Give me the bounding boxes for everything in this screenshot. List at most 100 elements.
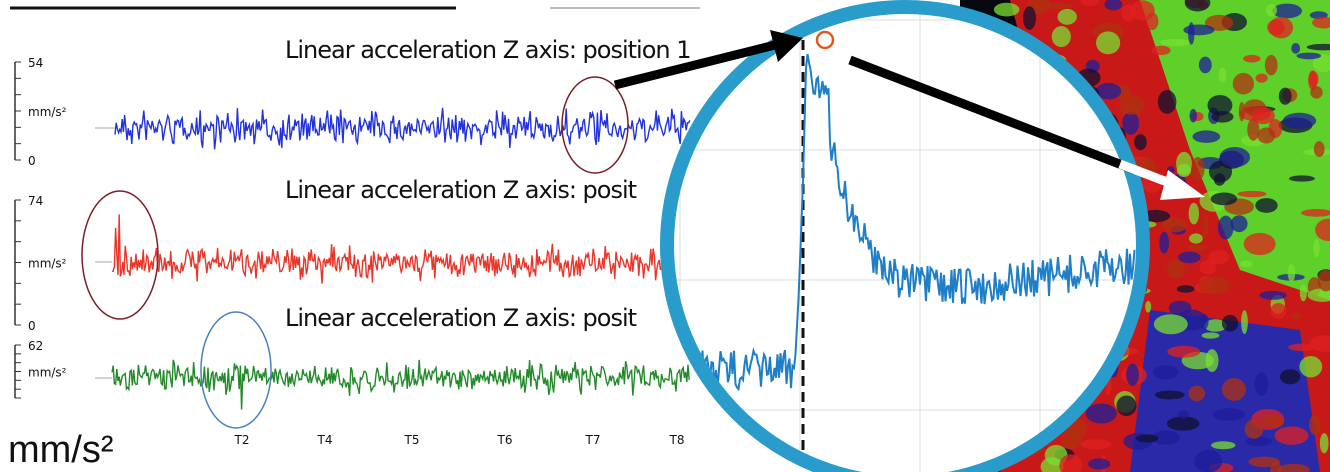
- cell: [1204, 14, 1234, 31]
- cell: [1255, 198, 1278, 213]
- arrows: [613, 30, 1205, 200]
- panel-title: Linear acceleration Z axis: position 1: [285, 36, 691, 64]
- cell: [1240, 260, 1253, 268]
- cell: [1288, 175, 1315, 182]
- cell: [1288, 343, 1316, 352]
- cell: [1307, 288, 1330, 302]
- cell: [1287, 264, 1296, 282]
- cell: [993, 2, 1020, 17]
- cell: [1315, 218, 1330, 241]
- cell: [1312, 54, 1330, 73]
- cell: [1299, 284, 1307, 302]
- cell: [1178, 251, 1201, 264]
- cell: [1104, 0, 1123, 11]
- cell: [1270, 302, 1287, 319]
- scale-max: 74: [28, 194, 43, 208]
- cell: [1313, 238, 1320, 258]
- cell: [1189, 108, 1197, 123]
- trace: [111, 359, 690, 410]
- cell: [1167, 345, 1201, 358]
- cell: [1159, 231, 1169, 254]
- cell: [1204, 319, 1227, 332]
- cell: [1044, 2, 1073, 10]
- cell: [1022, 6, 1036, 30]
- cell: [1135, 434, 1159, 443]
- time-label: T6: [497, 433, 513, 447]
- cell: [1306, 43, 1330, 51]
- cell: [1257, 127, 1276, 144]
- cell: [1211, 441, 1236, 450]
- cell: [1244, 419, 1264, 439]
- scale-max: 54: [28, 56, 43, 70]
- cell: [1243, 54, 1261, 63]
- cell: [1265, 3, 1277, 17]
- cell: [1051, 26, 1071, 48]
- cell: [1080, 0, 1100, 7]
- cell: [1268, 16, 1294, 39]
- cell: [1317, 269, 1330, 292]
- cell: [1205, 349, 1219, 373]
- zoom-lens: [660, 0, 1150, 472]
- cell: [1183, 24, 1215, 36]
- cell: [1255, 73, 1268, 83]
- cell: [1085, 403, 1117, 424]
- cell: [1176, 285, 1195, 293]
- cell: [1188, 22, 1195, 45]
- cell: [1219, 146, 1251, 168]
- peak-marker: [815, 30, 835, 50]
- cell: [1095, 83, 1122, 100]
- scale-min: 0: [28, 154, 36, 168]
- cell: [1310, 86, 1323, 99]
- cell: [1198, 56, 1212, 74]
- cell: [1088, 458, 1111, 470]
- cell: [1187, 244, 1207, 252]
- cell: [1274, 426, 1309, 445]
- cell: [1313, 141, 1325, 158]
- cell: [1247, 118, 1260, 141]
- time-label: T8: [669, 433, 685, 447]
- cell: [1040, 457, 1064, 472]
- cell: [1300, 208, 1330, 217]
- highlight: [200, 311, 272, 429]
- cell: [1080, 439, 1112, 450]
- trace: [111, 214, 690, 284]
- cell: [1199, 313, 1209, 330]
- cell: [1278, 87, 1292, 105]
- cell: [1188, 202, 1200, 225]
- cell: [1262, 414, 1285, 429]
- cell: [1161, 217, 1188, 233]
- cell: [1230, 215, 1248, 233]
- cell: [1291, 312, 1301, 321]
- cell: [1194, 449, 1223, 472]
- cell: [1282, 112, 1317, 129]
- cell: [1151, 45, 1171, 56]
- cell: [1199, 260, 1217, 275]
- lens-trace: [667, 53, 1136, 392]
- cell: [1299, 355, 1323, 378]
- trace: [114, 107, 691, 150]
- cell: [1277, 463, 1310, 472]
- cell: [1312, 16, 1330, 29]
- cell: [1201, 213, 1209, 238]
- cell: [1296, 52, 1322, 60]
- cell: [1237, 190, 1267, 198]
- cell: [1309, 335, 1330, 352]
- cell: [1319, 433, 1329, 454]
- unit-label: mm/s²: [8, 429, 114, 471]
- cell: [1188, 385, 1206, 402]
- traces: [95, 107, 691, 410]
- cell: [1118, 94, 1145, 115]
- cell: [1145, 300, 1152, 313]
- cell: [1059, 454, 1083, 472]
- cell: [1291, 42, 1301, 54]
- cell: [1270, 461, 1282, 472]
- cell: [1192, 130, 1221, 143]
- cell: [1166, 416, 1200, 431]
- cell: [1157, 90, 1177, 114]
- cell: [1208, 250, 1230, 265]
- cell: [1272, 3, 1302, 19]
- cell: [1279, 369, 1301, 385]
- cell: [1151, 430, 1180, 446]
- time-label: T2: [234, 433, 250, 447]
